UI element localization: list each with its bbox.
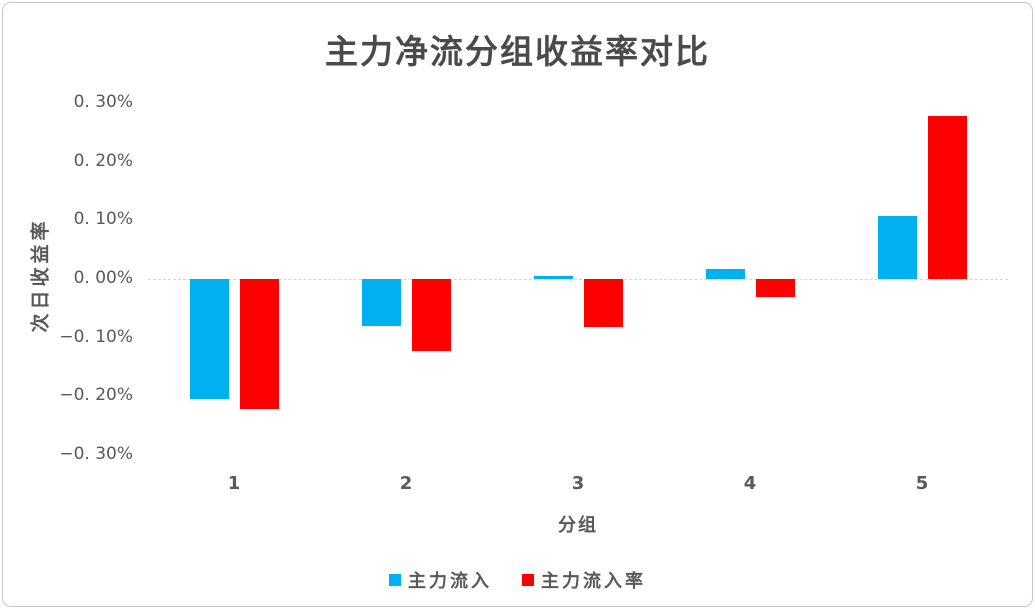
y-axis-tick-label: 0. 30% bbox=[73, 92, 133, 112]
bar-series2-group-2[interactable] bbox=[411, 279, 451, 351]
x-axis-category-label: 4 bbox=[743, 473, 757, 494]
x-axis-category-label: 3 bbox=[571, 473, 585, 494]
y-axis-tick-label: 0. 10% bbox=[73, 209, 133, 230]
bar-series2-group-3[interactable] bbox=[583, 279, 623, 327]
bar-series1-group-5[interactable] bbox=[877, 215, 917, 279]
zero-gridline bbox=[148, 279, 1008, 280]
bar-series2-group-4[interactable] bbox=[755, 279, 795, 298]
legend-swatch-blue-icon bbox=[389, 574, 401, 586]
x-axis-category-label: 1 bbox=[227, 473, 241, 494]
legend: 主力流入 主力流入率 bbox=[3, 567, 1032, 593]
y-axis-tick-label: 0. 20% bbox=[73, 150, 133, 171]
x-axis-category-label: 5 bbox=[915, 473, 929, 494]
x-axis-title: 分组 bbox=[558, 515, 598, 536]
y-axis-tick-label: −0. 10% bbox=[59, 326, 133, 347]
legend-item-1[interactable]: 主力流入 bbox=[389, 567, 492, 593]
bar-series1-group-1[interactable] bbox=[189, 279, 229, 399]
plot-area bbox=[148, 103, 1008, 455]
bar-series2-group-1[interactable] bbox=[239, 279, 279, 409]
legend-label: 主力流入率 bbox=[541, 571, 646, 592]
chart-title: 主力净流分组收益率对比 bbox=[325, 32, 710, 71]
legend-item-2[interactable]: 主力流入率 bbox=[522, 567, 646, 593]
bar-series1-group-2[interactable] bbox=[361, 279, 401, 326]
legend-label: 主力流入 bbox=[408, 571, 492, 592]
y-axis-tick-label: −0. 20% bbox=[59, 385, 133, 406]
y-axis-tick-label: −0. 30% bbox=[59, 444, 133, 464]
x-axis-category-label: 2 bbox=[399, 473, 413, 494]
bar-series1-group-3[interactable] bbox=[533, 276, 573, 279]
bar-series1-group-4[interactable] bbox=[705, 269, 745, 279]
legend-swatch-red-icon bbox=[522, 574, 534, 586]
bar-series2-group-5[interactable] bbox=[927, 115, 967, 279]
y-axis-tick-label: 0. 00% bbox=[73, 268, 133, 288]
